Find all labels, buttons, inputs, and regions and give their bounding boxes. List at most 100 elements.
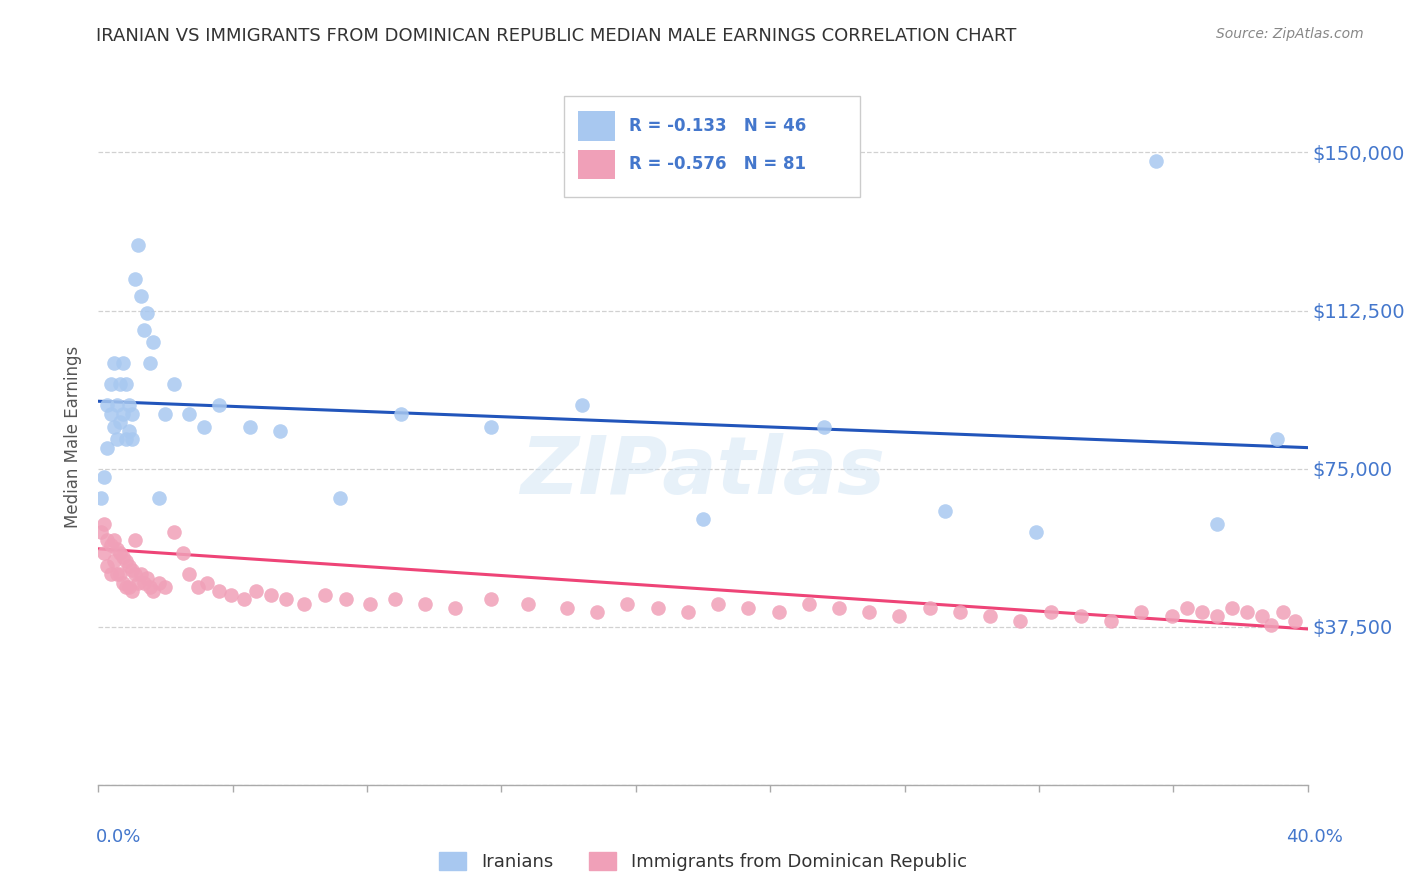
Point — [179, 407, 201, 421]
Text: R = -0.133   N = 46: R = -0.133 N = 46 — [630, 117, 807, 135]
Point — [103, 356, 125, 370]
Point — [127, 238, 149, 252]
Point — [163, 524, 186, 539]
FancyBboxPatch shape — [564, 96, 860, 197]
Point — [1144, 153, 1167, 168]
Point — [124, 567, 146, 582]
FancyBboxPatch shape — [578, 150, 614, 179]
Point — [1206, 516, 1229, 531]
Point — [949, 605, 972, 619]
Point — [114, 377, 136, 392]
Point — [828, 600, 851, 615]
Point — [127, 575, 149, 590]
Point — [1191, 605, 1213, 619]
Point — [132, 575, 155, 590]
Point — [179, 567, 201, 582]
Point — [100, 407, 122, 421]
Text: ZIPatlas: ZIPatlas — [520, 433, 886, 511]
Point — [239, 419, 262, 434]
Point — [193, 419, 215, 434]
Point — [124, 272, 146, 286]
Point — [118, 558, 141, 573]
Point — [314, 588, 336, 602]
Point — [148, 491, 170, 506]
Y-axis label: Median Male Earnings: Median Male Earnings — [65, 346, 83, 528]
Point — [96, 399, 118, 413]
Point — [797, 597, 820, 611]
Point — [105, 567, 128, 582]
Point — [1260, 617, 1282, 632]
Point — [918, 600, 941, 615]
Point — [1206, 609, 1229, 624]
Point — [413, 597, 436, 611]
Point — [707, 597, 730, 611]
Point — [118, 580, 141, 594]
Text: IRANIAN VS IMMIGRANTS FROM DOMINICAN REPUBLIC MEDIAN MALE EARNINGS CORRELATION C: IRANIAN VS IMMIGRANTS FROM DOMINICAN REP… — [96, 27, 1017, 45]
Point — [121, 432, 143, 446]
Point — [329, 491, 352, 506]
Point — [121, 563, 143, 577]
Point — [979, 609, 1001, 624]
Point — [111, 407, 134, 421]
Point — [1220, 600, 1243, 615]
Point — [108, 546, 131, 560]
Point — [274, 592, 297, 607]
Point — [813, 419, 835, 434]
Point — [108, 415, 131, 429]
Point — [135, 306, 157, 320]
Point — [142, 584, 165, 599]
Point — [105, 541, 128, 556]
Point — [153, 407, 176, 421]
Text: Source: ZipAtlas.com: Source: ZipAtlas.com — [1216, 27, 1364, 41]
Point — [586, 605, 609, 619]
Point — [516, 597, 538, 611]
Point — [1130, 605, 1153, 619]
Point — [90, 491, 112, 506]
Point — [118, 399, 141, 413]
Point — [153, 580, 176, 594]
FancyBboxPatch shape — [578, 112, 614, 141]
Point — [129, 567, 152, 582]
Point — [111, 575, 134, 590]
Point — [208, 399, 231, 413]
Point — [647, 600, 669, 615]
Point — [121, 407, 143, 421]
Point — [139, 580, 162, 594]
Point — [103, 533, 125, 548]
Point — [384, 592, 406, 607]
Point — [481, 419, 503, 434]
Point — [108, 377, 131, 392]
Point — [108, 567, 131, 582]
Point — [172, 546, 194, 560]
Point — [934, 504, 956, 518]
Point — [360, 597, 382, 611]
Point — [96, 558, 118, 573]
Point — [481, 592, 503, 607]
Point — [768, 605, 790, 619]
Point — [1160, 609, 1182, 624]
Point — [737, 600, 759, 615]
Point — [148, 575, 170, 590]
Point — [121, 584, 143, 599]
Point — [118, 424, 141, 438]
Text: 0.0%: 0.0% — [96, 828, 141, 846]
Point — [221, 588, 243, 602]
Point — [1272, 605, 1295, 619]
Point — [100, 567, 122, 582]
Point — [142, 335, 165, 350]
Point — [1099, 614, 1122, 628]
Point — [571, 399, 593, 413]
Point — [1284, 614, 1306, 628]
Point — [616, 597, 638, 611]
Text: R = -0.576   N = 81: R = -0.576 N = 81 — [630, 155, 806, 173]
Point — [1010, 614, 1032, 628]
Point — [90, 524, 112, 539]
Point — [111, 550, 134, 565]
Text: 40.0%: 40.0% — [1286, 828, 1343, 846]
Point — [444, 600, 467, 615]
Point — [389, 407, 412, 421]
Point — [124, 533, 146, 548]
Point — [245, 584, 267, 599]
Point — [114, 580, 136, 594]
Point — [335, 592, 357, 607]
